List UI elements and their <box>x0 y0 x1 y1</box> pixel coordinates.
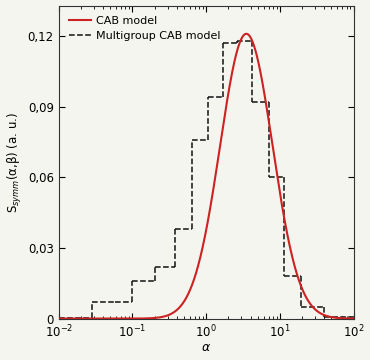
CAB model <box>182 298 187 303</box>
CAB model <box>244 32 249 36</box>
CAB model <box>57 316 61 321</box>
CAB model <box>90 316 95 321</box>
CAB model <box>314 308 319 312</box>
X-axis label: α: α <box>202 341 210 355</box>
CAB model <box>169 311 174 316</box>
CAB model <box>346 316 350 321</box>
Legend: CAB model, Multigroup CAB model: CAB model, Multigroup CAB model <box>64 11 225 46</box>
CAB model <box>352 316 356 321</box>
Line: CAB model: CAB model <box>59 34 354 319</box>
CAB model <box>108 316 112 321</box>
Y-axis label: S$_{symm}$(α,β) (a. u.): S$_{symm}$(α,β) (a. u.) <box>6 112 24 213</box>
